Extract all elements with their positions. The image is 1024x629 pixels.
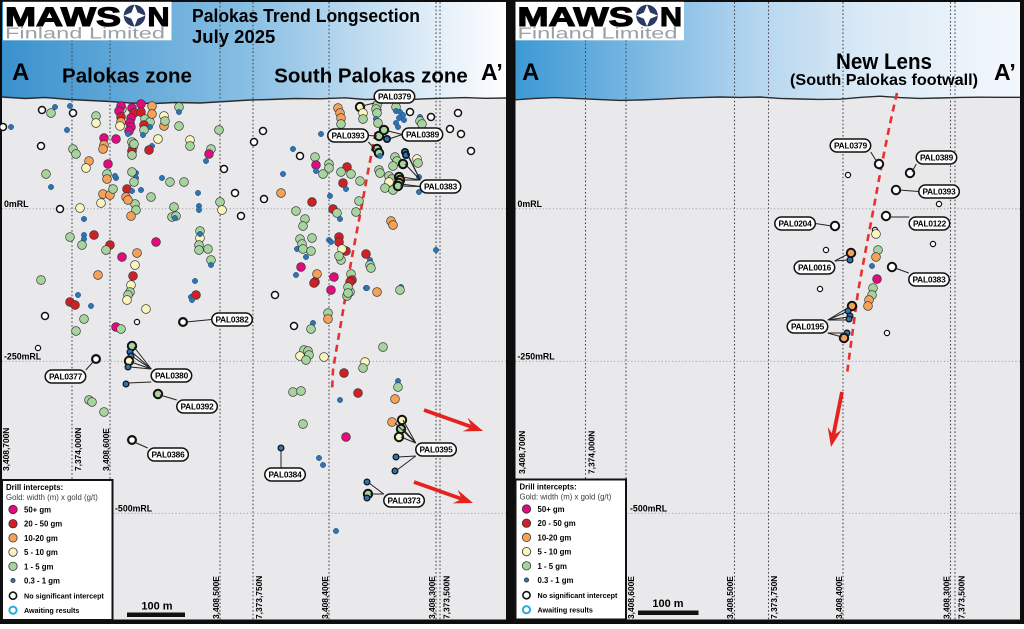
svg-text:100 m: 100 m	[652, 598, 683, 610]
svg-text:0.3 - 1 gm: 0.3 - 1 gm	[538, 576, 574, 585]
svg-text:Finland Limited: Finland Limited	[5, 25, 165, 42]
svg-text:PAL0383: PAL0383	[424, 182, 458, 192]
svg-text:3,408,600E: 3,408,600E	[101, 428, 111, 471]
svg-text:PAL0377: PAL0377	[49, 372, 83, 382]
svg-text:PAL0393: PAL0393	[922, 187, 956, 197]
svg-text:-500mRL: -500mRL	[630, 504, 668, 514]
svg-text:Gold: width (m) x gold (g/t): Gold: width (m) x gold (g/t)	[6, 493, 98, 502]
svg-text:PAL0389: PAL0389	[920, 153, 954, 163]
svg-text:No significant intercept: No significant intercept	[24, 592, 104, 601]
svg-text:Gold: width (m) x gold (g/t): Gold: width (m) x gold (g/t)	[520, 493, 612, 502]
svg-text:July 2025: July 2025	[192, 26, 275, 47]
svg-text:5 - 10 gm: 5 - 10 gm	[538, 548, 572, 557]
svg-text:Awaiting results: Awaiting results	[24, 606, 79, 615]
svg-text:7,373,500N: 7,373,500N	[442, 576, 452, 619]
svg-text:PAL0204: PAL0204	[778, 219, 812, 229]
svg-text:20 - 50 gm: 20 - 50 gm	[538, 519, 576, 528]
svg-text:N: N	[148, 2, 170, 32]
svg-text:10-20 gm: 10-20 gm	[24, 534, 58, 543]
svg-text:PAL0395: PAL0395	[419, 445, 453, 455]
svg-text:3,408,300E: 3,408,300E	[427, 576, 437, 619]
svg-text:PAL0373: PAL0373	[387, 496, 421, 506]
svg-text:Drill intercepts:: Drill intercepts:	[6, 483, 63, 492]
svg-text:PAL0382: PAL0382	[215, 315, 249, 325]
svg-text:0mRL: 0mRL	[518, 199, 543, 209]
svg-text:7,374,000N: 7,374,000N	[587, 431, 597, 474]
svg-text:PAL0386: PAL0386	[151, 450, 185, 460]
svg-text:100 m: 100 m	[141, 601, 172, 613]
svg-text:PAL0380: PAL0380	[155, 371, 189, 381]
svg-text:PAL0384: PAL0384	[268, 470, 302, 480]
svg-text:MAWS: MAWS	[518, 2, 634, 32]
svg-text:1 - 5 gm: 1 - 5 gm	[24, 562, 54, 571]
svg-text:(South Palokas footwall): (South Palokas footwall)	[790, 72, 978, 89]
svg-text:-500mRL: -500mRL	[115, 504, 153, 514]
svg-text:PAL0389: PAL0389	[406, 130, 440, 140]
svg-text:5 - 10 gm: 5 - 10 gm	[24, 548, 58, 557]
svg-text:7,374,000N: 7,374,000N	[73, 428, 83, 471]
svg-text:MAWS: MAWS	[5, 2, 121, 32]
svg-text:20 - 50 gm: 20 - 50 gm	[24, 520, 62, 529]
svg-text:3,408,700N: 3,408,700N	[1, 428, 11, 471]
svg-text:No significant intercept: No significant intercept	[538, 591, 618, 600]
svg-text:PAL0393: PAL0393	[331, 131, 365, 141]
svg-text:PAL0122: PAL0122	[913, 219, 947, 229]
svg-text:PAL0383: PAL0383	[912, 275, 946, 285]
svg-text:A’: A’	[481, 59, 503, 85]
svg-text:3,408,500E: 3,408,500E	[211, 576, 221, 619]
svg-text:A: A	[12, 59, 29, 86]
svg-text:7,373,750N: 7,373,750N	[254, 576, 264, 619]
svg-text:3,408,300E: 3,408,300E	[942, 576, 952, 619]
svg-text:3,408,600E: 3,408,600E	[626, 576, 636, 619]
svg-text:-250mRL: -250mRL	[4, 352, 42, 362]
svg-text:New Lens: New Lens	[836, 49, 932, 74]
svg-text:PAL0016: PAL0016	[798, 263, 832, 273]
svg-text:Palokas zone: Palokas zone	[62, 65, 192, 88]
svg-text:0mRL: 0mRL	[4, 199, 29, 209]
svg-text:50+ gm: 50+ gm	[538, 505, 565, 514]
svg-text:3,408,700N: 3,408,700N	[517, 431, 527, 474]
svg-text:PAL0379: PAL0379	[834, 141, 868, 151]
svg-text:A’: A’	[994, 59, 1016, 85]
svg-text:Finland Limited: Finland Limited	[518, 25, 678, 42]
svg-text:South Palokas zone: South Palokas zone	[274, 65, 468, 88]
svg-text:10-20 gm: 10-20 gm	[538, 533, 572, 542]
svg-text:Palokas Trend Longsection: Palokas Trend Longsection	[192, 5, 420, 26]
svg-text:7,373,500N: 7,373,500N	[957, 576, 967, 619]
svg-text:Awaiting results: Awaiting results	[538, 606, 593, 615]
svg-text:PAL0392: PAL0392	[180, 402, 214, 412]
svg-text:3,408,500E: 3,408,500E	[725, 576, 735, 619]
svg-text:N: N	[660, 2, 682, 32]
svg-text:3,408,400E: 3,408,400E	[320, 576, 330, 619]
svg-text:0.3 - 1 gm: 0.3 - 1 gm	[24, 577, 60, 586]
svg-text:-250mRL: -250mRL	[518, 352, 556, 362]
svg-text:A: A	[522, 59, 539, 86]
svg-text:50+ gm: 50+ gm	[24, 506, 51, 515]
svg-text:PAL0379: PAL0379	[378, 92, 412, 102]
svg-text:Drill intercepts:: Drill intercepts:	[520, 483, 577, 492]
svg-text:7,373,750N: 7,373,750N	[769, 576, 779, 619]
svg-text:PAL0195: PAL0195	[791, 322, 825, 332]
svg-text:1 - 5 gm: 1 - 5 gm	[538, 562, 568, 571]
svg-text:3,408,400E: 3,408,400E	[834, 576, 844, 619]
